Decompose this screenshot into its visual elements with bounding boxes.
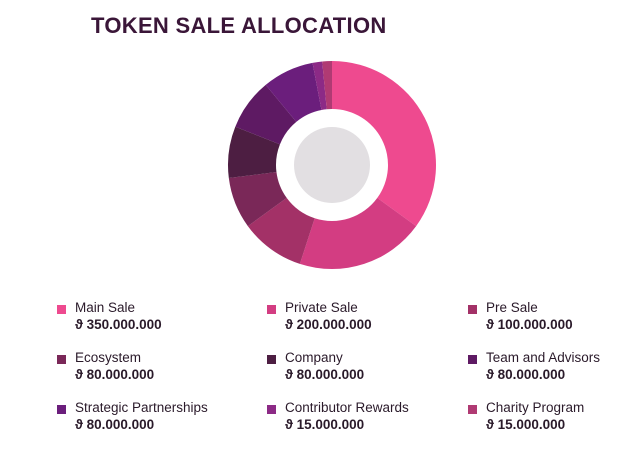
legend-label: Contributor Rewards [285, 400, 409, 415]
legend-item-team-and-advisors: Team and Advisors ϑ 80.000.000 [468, 350, 638, 386]
legend-swatch [57, 405, 66, 414]
legend-item-private-sale: Private Sale ϑ 200.000.000 [267, 300, 437, 336]
legend-label: Pre Sale [486, 300, 538, 315]
legend-label: Main Sale [75, 300, 136, 315]
legend-value: ϑ 200.000.000 [285, 317, 372, 332]
donut-slice-main-sale [332, 61, 436, 227]
legend-value: ϑ 80.000.000 [75, 367, 155, 382]
chart-title: TOKEN SALE ALLOCATION [91, 13, 387, 38]
legend-value: ϑ 15.000.000 [285, 417, 365, 432]
legend-value: ϑ 100.000.000 [486, 317, 573, 332]
legend-item-strategic-partnerships: Strategic Partnerships ϑ 80.000.000 [57, 400, 227, 436]
donut-slice-charity-program [322, 61, 332, 110]
donut-slice-team-and-advisors [235, 84, 297, 145]
legend-value: ϑ 80.000.000 [486, 367, 566, 382]
legend-item-pre-sale: Pre Sale ϑ 100.000.000 [468, 300, 638, 336]
legend-value: ϑ 80.000.000 [285, 367, 365, 382]
donut-slice-private-sale [299, 197, 417, 269]
legend-swatch [267, 355, 276, 364]
legend-swatch [267, 305, 276, 314]
legend-value: ϑ 15.000.000 [486, 417, 566, 432]
donut-slice-strategic-partnerships [265, 62, 322, 122]
donut-slice-company [227, 126, 280, 179]
legend-swatch [468, 405, 477, 414]
legend-swatch [57, 355, 66, 364]
legend-value: ϑ 350.000.000 [75, 317, 162, 332]
legend-label: Ecosystem [75, 350, 142, 365]
legend-item-main-sale: Main Sale ϑ 350.000.000 [57, 300, 227, 336]
legend-item-charity-program: Charity Program ϑ 15.000.000 [468, 400, 638, 436]
legend-label: Company [285, 350, 343, 365]
legend-label: Team and Advisors [486, 350, 601, 365]
legend-item-ecosystem: Ecosystem ϑ 80.000.000 [57, 350, 227, 386]
legend-label: Charity Program [486, 400, 585, 415]
legend-swatch [468, 355, 477, 364]
legend-swatch [468, 305, 477, 314]
donut-chart [227, 61, 436, 269]
legend-swatch [267, 405, 276, 414]
legend-swatch [57, 305, 66, 314]
legend-label: Private Sale [285, 300, 358, 315]
donut-slice-ecosystem [228, 172, 287, 227]
donut-slice-pre-sale [247, 197, 315, 264]
legend-item-company: Company ϑ 80.000.000 [267, 350, 437, 386]
donut-slice-contributor-rewards [312, 61, 327, 110]
legend-item-contributor-rewards: Contributor Rewards ϑ 15.000.000 [267, 400, 437, 436]
donut-center-disc [294, 127, 370, 203]
legend-label: Strategic Partnerships [75, 400, 208, 415]
legend-value: ϑ 80.000.000 [75, 417, 155, 432]
